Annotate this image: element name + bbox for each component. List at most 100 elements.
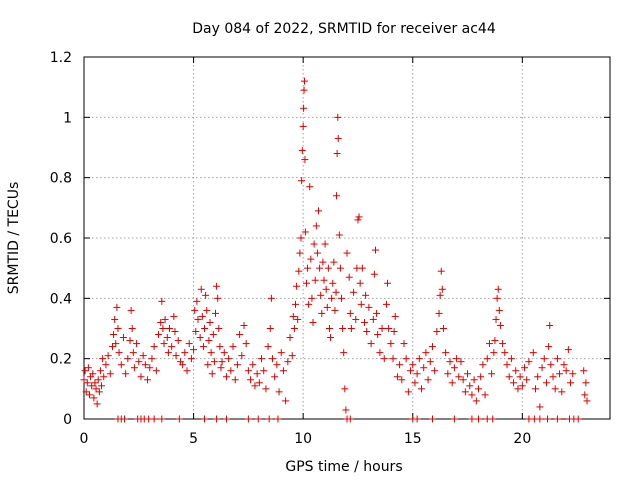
data-point	[583, 397, 591, 405]
data-point	[194, 315, 202, 323]
x-tick-label: 20	[513, 431, 531, 447]
data-point	[489, 415, 497, 423]
data-point	[308, 294, 316, 302]
data-point	[242, 340, 250, 348]
data-point	[282, 397, 290, 405]
data-point	[201, 415, 209, 423]
data-point	[100, 373, 108, 381]
data-point	[516, 373, 524, 381]
data-point	[475, 385, 482, 393]
data-point	[361, 318, 369, 326]
data-point	[83, 379, 91, 387]
data-point	[122, 370, 130, 378]
data-point	[413, 415, 421, 423]
data-point	[159, 325, 167, 332]
data-point	[424, 376, 432, 384]
data-point	[305, 300, 313, 308]
data-point	[384, 279, 392, 287]
data-point	[553, 355, 561, 363]
data-point	[468, 415, 476, 423]
x-tick-label: 5	[189, 431, 198, 447]
data-point	[161, 315, 169, 323]
data-point	[92, 385, 100, 393]
data-point	[439, 325, 447, 332]
x-tick-label: 0	[80, 431, 89, 447]
data-point	[84, 364, 92, 372]
data-point	[293, 282, 301, 290]
data-point	[302, 279, 310, 287]
data-point	[112, 340, 120, 348]
data-point	[367, 340, 375, 348]
data-point	[365, 303, 373, 311]
data-point	[560, 361, 568, 369]
data-point	[148, 355, 156, 363]
data-point	[312, 222, 320, 230]
data-point	[231, 376, 239, 384]
data-point	[203, 306, 211, 314]
data-point	[551, 385, 559, 393]
data-point	[205, 337, 213, 345]
data-point	[191, 306, 199, 314]
data-point	[436, 291, 444, 299]
data-point	[275, 388, 283, 396]
data-point	[569, 370, 577, 378]
data-point	[268, 355, 276, 363]
data-point	[433, 328, 441, 336]
data-point	[96, 367, 104, 375]
data-point	[494, 285, 502, 293]
data-point	[294, 315, 302, 323]
data-point	[404, 388, 412, 396]
data-point	[442, 349, 450, 357]
data-point	[85, 391, 93, 399]
data-point	[117, 361, 125, 369]
data-point	[396, 361, 404, 369]
data-point	[300, 86, 308, 94]
data-point	[209, 331, 217, 339]
data-point	[491, 337, 499, 345]
data-point	[324, 264, 332, 272]
data-point	[542, 379, 550, 387]
data-point	[531, 385, 539, 393]
data-point	[150, 343, 158, 351]
data-point	[119, 334, 127, 342]
data-point	[273, 361, 281, 369]
data-point	[402, 355, 410, 363]
data-point	[493, 294, 501, 302]
data-point	[343, 249, 351, 257]
data-point	[505, 373, 513, 381]
data-point	[546, 321, 554, 329]
data-point	[322, 285, 330, 293]
data-point	[331, 306, 339, 314]
data-point	[415, 355, 423, 363]
data-point	[428, 343, 436, 351]
data-point	[370, 270, 378, 278]
data-point	[499, 340, 507, 348]
data-point	[400, 340, 408, 348]
data-point	[146, 364, 154, 372]
data-point	[534, 373, 542, 381]
data-point	[91, 379, 99, 387]
data-point	[286, 334, 294, 342]
data-point	[201, 325, 209, 332]
data-point	[558, 388, 566, 396]
data-point	[152, 367, 160, 375]
data-point	[135, 358, 143, 366]
data-point	[496, 321, 504, 329]
data-point	[538, 364, 546, 372]
data-point	[214, 294, 222, 302]
data-point	[327, 334, 335, 342]
data-point	[301, 228, 309, 236]
data-point	[220, 349, 228, 357]
data-point	[160, 340, 168, 348]
data-point	[319, 258, 327, 266]
data-point	[380, 355, 388, 363]
data-point	[295, 267, 303, 275]
data-point	[481, 391, 489, 399]
data-point	[455, 373, 463, 381]
data-point	[102, 361, 110, 369]
data-point	[88, 382, 96, 390]
data-point	[318, 309, 326, 317]
data-point	[289, 312, 297, 320]
data-point	[121, 415, 129, 423]
data-point	[310, 240, 318, 248]
